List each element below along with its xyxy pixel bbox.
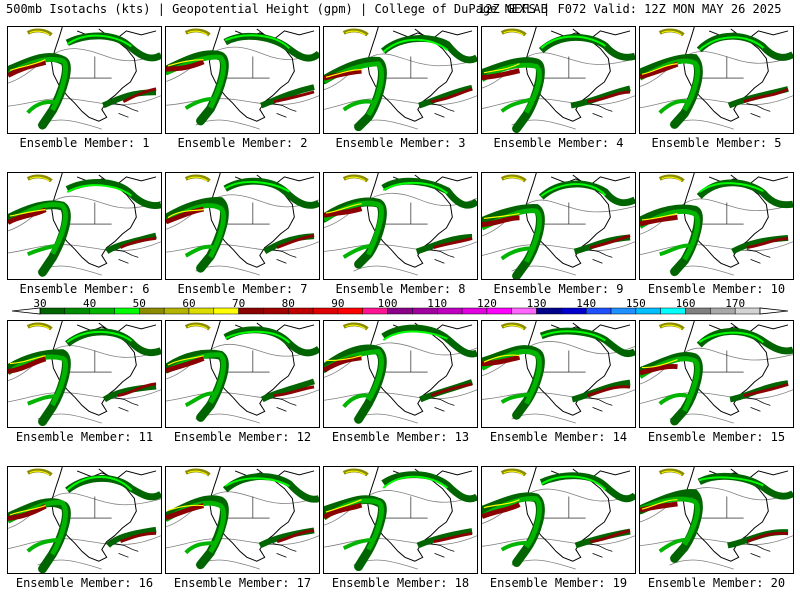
ensemble-member-map: [323, 466, 478, 574]
ensemble-member-label: Ensemble Member: 2: [177, 136, 308, 150]
ensemble-member-map: [7, 466, 162, 574]
ensemble-member-label: Ensemble Member: 8: [335, 282, 466, 296]
ensemble-member-map: [639, 320, 794, 428]
colorbar-tick-label: 150: [625, 297, 646, 310]
colorbar-tick-label: 100: [377, 297, 398, 310]
ensemble-member-label: Ensemble Member: 18: [331, 576, 470, 590]
colorbar-tick-label: 30: [33, 297, 47, 310]
ensemble-member-label: Ensemble Member: 10: [647, 282, 786, 296]
colorbar-left-arrow: [11, 307, 41, 315]
colorbar-tick-label: 130: [526, 297, 547, 310]
colorbar-tick-label: 110: [427, 297, 448, 310]
colorbar-tick-label: 70: [231, 297, 246, 310]
ensemble-member-map: [323, 172, 478, 280]
ensemble-member-map: [323, 320, 478, 428]
ensemble-member-label: Ensemble Member: 19: [489, 576, 628, 590]
ensemble-member-map: [165, 466, 320, 574]
ensemble-member-map: [639, 26, 794, 134]
ensemble-member-label: Ensemble Member: 16: [15, 576, 154, 590]
colorbar-tick-label: 60: [182, 297, 196, 310]
colorbar-tick-label: 140: [576, 297, 597, 310]
ensemble-member-map: [7, 320, 162, 428]
ensemble-member-label: Ensemble Member: 9: [493, 282, 624, 296]
ensemble-member-label: Ensemble Member: 7: [177, 282, 308, 296]
ensemble-member-label: Ensemble Member: 6: [19, 282, 150, 296]
ensemble-member-map: [481, 26, 636, 134]
colorbar-tick-label: 40: [83, 297, 97, 310]
ensemble-member-map: [481, 172, 636, 280]
ensemble-member-map: [7, 172, 162, 280]
ensemble-member-label: Ensemble Member: 12: [173, 430, 312, 444]
wind-speed-colorbar: [11, 307, 789, 315]
ensemble-member-label: Ensemble Member: 4: [493, 136, 624, 150]
ensemble-member-map: [323, 26, 478, 134]
ensemble-member-map: [165, 172, 320, 280]
ensemble-member-label: Ensemble Member: 17: [173, 576, 312, 590]
colorbar-tick-label: 90: [331, 297, 345, 310]
colorbar-tick-label: 120: [476, 297, 497, 310]
ensemble-member-label: Ensemble Member: 11: [15, 430, 154, 444]
ensemble-member-map: [639, 172, 794, 280]
ensemble-member-label: Ensemble Member: 14: [489, 430, 628, 444]
colorbar-tick-label: 50: [132, 297, 146, 310]
page-title: 500mb Isotachs (kts) | Geopotential Heig…: [6, 2, 548, 16]
colorbar-tick-label: 80: [281, 297, 295, 310]
ensemble-member-map: [481, 320, 636, 428]
ensemble-member-label: Ensemble Member: 3: [335, 136, 466, 150]
ensemble-member-map: [7, 26, 162, 134]
run-info: 12Z GEFS | F072 Valid: 12Z MON MAY 26 20…: [478, 2, 782, 16]
colorbar-tick-label: 170: [725, 297, 746, 310]
ensemble-member-label: Ensemble Member: 5: [651, 136, 782, 150]
ensemble-member-map: [639, 466, 794, 574]
ensemble-member-label: Ensemble Member: 1: [19, 136, 150, 150]
colorbar-tick-label: 160: [675, 297, 696, 310]
colorbar-right-arrow: [759, 307, 789, 315]
ensemble-member-label: Ensemble Member: 13: [331, 430, 470, 444]
ensemble-member-map: [481, 466, 636, 574]
ensemble-member-map: [165, 26, 320, 134]
ensemble-member-map: [165, 320, 320, 428]
ensemble-member-label: Ensemble Member: 20: [647, 576, 786, 590]
ensemble-member-label: Ensemble Member: 15: [647, 430, 786, 444]
